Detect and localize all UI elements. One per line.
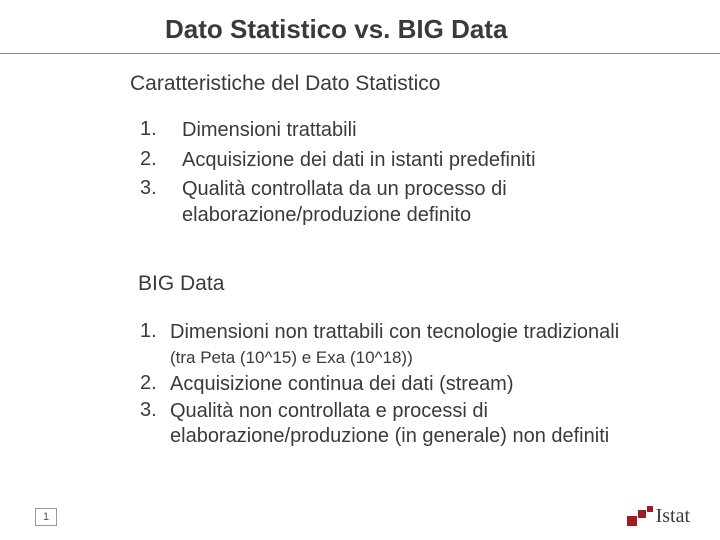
item-text: Dimensioni trattabili <box>182 118 680 144</box>
list-item: 2. Acquisizione dei dati in istanti pred… <box>140 148 680 174</box>
section1-list: 1. Dimensioni trattabili 2. Acquisizione… <box>140 118 680 228</box>
list-item: 3. Qualità non controllata e processi di… <box>140 399 680 449</box>
istat-logo: Istat <box>627 505 690 528</box>
item-text: Qualità non controllata e processi di el… <box>170 399 680 449</box>
item-subtext: (tra Peta (10^15) e Exa (10^18)) <box>170 348 680 368</box>
item-number: 1. <box>140 320 170 345</box>
logo-squares-icon <box>627 506 653 528</box>
item-text: Dimensioni non trattabili con tecnologie… <box>170 320 680 345</box>
item-number: 2. <box>140 148 182 174</box>
section2-heading: BIG Data <box>138 272 680 296</box>
item-text: Acquisizione continua dei dati (stream) <box>170 372 680 397</box>
item-number: 3. <box>140 177 182 228</box>
item-number: 1. <box>140 118 182 144</box>
list-item: 2. Acquisizione continua dei dati (strea… <box>140 372 680 397</box>
item-text: Qualità controllata da un processo di el… <box>182 177 680 228</box>
item-text: Acquisizione dei dati in istanti predefi… <box>182 148 680 174</box>
section1-heading: Caratteristiche del Dato Statistico <box>130 72 680 96</box>
content-area: Caratteristiche del Dato Statistico 1. D… <box>0 54 720 449</box>
logo-text: Istat <box>656 505 690 528</box>
section2-list: 1. Dimensioni non trattabili con tecnolo… <box>140 320 680 449</box>
item-number: 2. <box>140 372 170 397</box>
list-item: 3. Qualità controllata da un processo di… <box>140 177 680 228</box>
page-number: 1 <box>35 508 57 526</box>
item-number: 3. <box>140 399 170 449</box>
slide-title: Dato Statistico vs. BIG Data <box>0 14 720 45</box>
list-item: 1. Dimensioni non trattabili con tecnolo… <box>140 320 680 345</box>
list-item: 1. Dimensioni trattabili <box>140 118 680 144</box>
